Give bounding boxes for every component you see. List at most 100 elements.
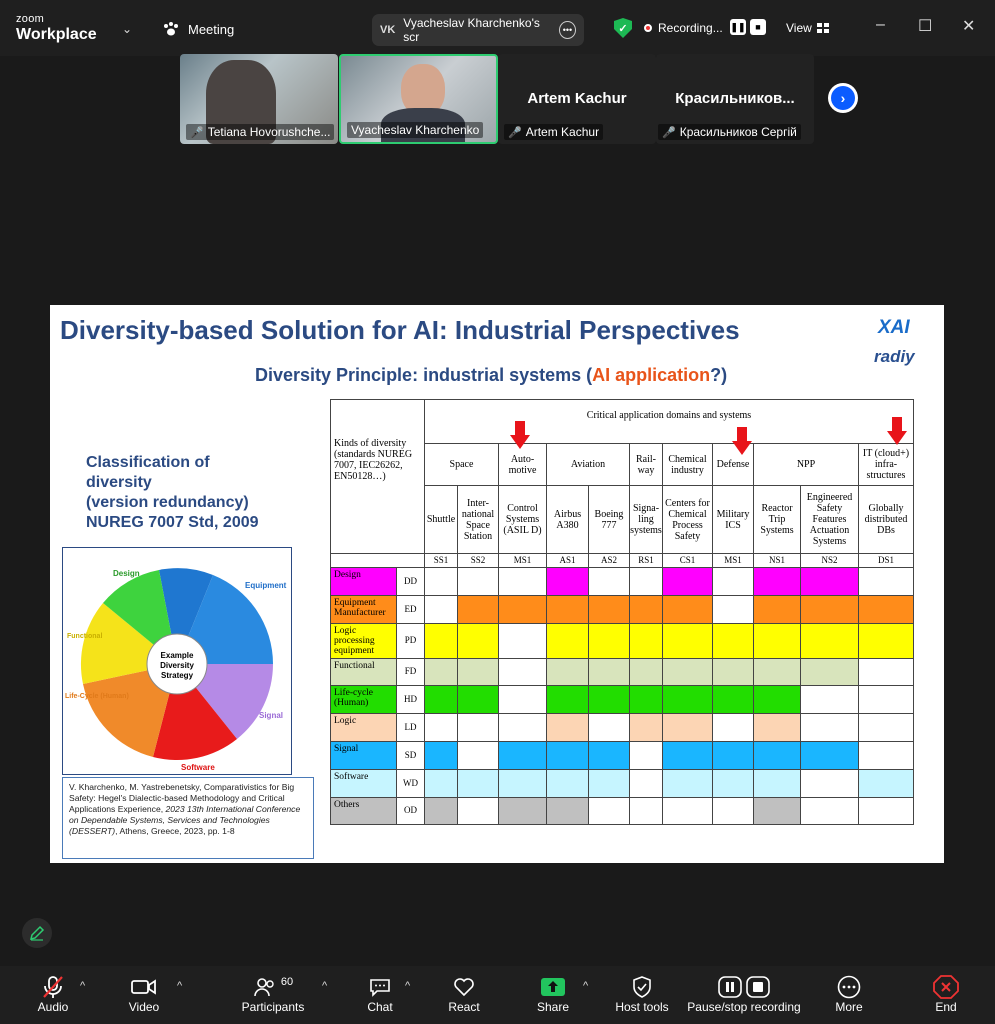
share-options-caret-icon[interactable]: ^	[583, 980, 589, 992]
close-icon[interactable]: ✕	[962, 18, 976, 35]
wheel-center-label: Diversity	[160, 661, 194, 670]
audio-button[interactable]: Audio	[30, 966, 76, 1024]
view-menu[interactable]: View	[786, 21, 829, 35]
domain-header: Rail-way	[629, 443, 663, 486]
video-tile[interactable]: Красильников... 🎤 Красильников Сергій	[656, 54, 814, 144]
system-code: NS1	[753, 553, 801, 568]
matrix-cell	[424, 657, 458, 687]
matrix-cell	[662, 796, 713, 826]
maximize-icon[interactable]: ☐	[918, 18, 933, 35]
wheel-label-signal: Signal	[259, 711, 283, 720]
paw-icon	[164, 22, 178, 36]
matrix-cell	[588, 685, 630, 715]
matrix-cell	[858, 567, 914, 596]
more-icon	[837, 975, 861, 999]
recording-label: Recording...	[658, 21, 723, 35]
matrix-cell	[498, 713, 547, 742]
domain-header: Auto-motive	[498, 443, 547, 486]
diversity-wheel-figure: Example Diversity Strategy Design Equipm…	[62, 547, 292, 775]
matrix-cell	[457, 796, 499, 826]
matrix-cell	[424, 622, 458, 659]
diversity-kind-code: PD	[396, 622, 425, 659]
participants-options-caret-icon[interactable]: ^	[322, 980, 328, 992]
more-button[interactable]: More	[831, 966, 867, 1024]
audio-options-caret-icon[interactable]: ^	[80, 980, 86, 992]
matrix-cell	[800, 594, 859, 624]
app-menu-chevron-icon[interactable]: ⌄	[122, 22, 133, 36]
matrix-cell	[800, 685, 859, 715]
matrix-cell	[753, 713, 801, 742]
matrix-cell	[858, 657, 914, 687]
video-tile[interactable]: 🎤 Tetiana Hovorushche...	[180, 54, 338, 144]
wheel-label-software: Software	[181, 763, 215, 772]
host-tools-button[interactable]: Host tools	[612, 966, 672, 1024]
mic-muted-icon: 🎤	[190, 126, 204, 139]
matrix-cell	[546, 657, 589, 687]
matrix-cell	[629, 768, 663, 798]
participants-icon	[254, 978, 274, 997]
mic-muted-icon: 🎤	[508, 126, 522, 139]
chat-options-caret-icon[interactable]: ^	[405, 980, 411, 992]
matrix-cell	[712, 740, 754, 770]
diversity-kind-label: Others	[330, 796, 397, 826]
matrix-cell	[712, 713, 754, 742]
security-shield-icon[interactable]: ✓	[614, 18, 632, 38]
grid-view-icon	[816, 23, 829, 33]
matrix-cell	[457, 713, 499, 742]
matrix-cell	[588, 567, 630, 596]
participant-body	[381, 108, 465, 142]
participant-name-tag: Vyacheslav Kharchenko	[347, 122, 484, 138]
matrix-cell	[712, 657, 754, 687]
pause-stop-icon	[718, 976, 770, 998]
domain-header: NPP	[753, 443, 859, 486]
wheel-center	[146, 633, 208, 695]
slide-title: Diversity-based Solution for AI: Industr…	[60, 315, 740, 345]
participant-name-tag: 🎤 Красильников Сергій	[658, 124, 801, 140]
minimize-icon[interactable]: –	[876, 16, 885, 33]
matrix-cell	[662, 685, 713, 715]
camera-icon	[131, 979, 156, 995]
domains-header: Critical application domains and systems	[424, 399, 914, 444]
matrix-cell	[858, 622, 914, 659]
system-code: RS1	[629, 553, 663, 568]
system-header: Shuttle	[424, 485, 458, 554]
annotate-pencil-button[interactable]	[22, 918, 52, 948]
video-tile-active-speaker[interactable]: Vyacheslav Kharchenko	[339, 54, 498, 144]
matrix-cell	[498, 685, 547, 715]
video-options-caret-icon[interactable]: ^	[177, 980, 183, 992]
more-options-icon[interactable]: •••	[558, 21, 576, 39]
red-arrow-icon	[887, 417, 907, 445]
matrix-cell	[629, 685, 663, 715]
wheel-label-lifecycle: Life-Cycle (Human)	[65, 693, 129, 700]
matrix-cell	[800, 567, 859, 596]
end-button[interactable]: End	[928, 966, 964, 1024]
system-header: Globally distributed DBs	[858, 485, 914, 554]
video-tile[interactable]: Artem Kachur 🎤 Artem Kachur	[498, 54, 656, 144]
matrix-cell	[629, 713, 663, 742]
participant-silhouette	[206, 60, 276, 144]
matrix-cell	[424, 713, 458, 742]
chat-button[interactable]: Chat	[362, 966, 398, 1024]
matrix-cell	[662, 622, 713, 659]
next-page-button[interactable]: ›	[828, 83, 858, 113]
pause-recording-icon[interactable]: ❚❚	[730, 19, 746, 35]
meeting-menu[interactable]: Meeting	[162, 21, 234, 37]
pause-stop-recording-button[interactable]: Pause/stop recording	[686, 966, 802, 1024]
stop-recording-icon[interactable]: ■	[750, 19, 766, 35]
matrix-cell	[498, 567, 547, 596]
diversity-kind-label: Signal	[330, 740, 397, 770]
system-header: Centers for Chemical Process Safety	[662, 485, 713, 554]
recording-indicator: Recording...	[644, 21, 723, 35]
participants-button[interactable]: 60 Participants	[241, 976, 305, 1014]
matrix-cell	[858, 594, 914, 624]
react-button[interactable]: React	[444, 966, 484, 1024]
matrix-cell	[712, 685, 754, 715]
matrix-cell	[800, 713, 859, 742]
matrix-cell	[662, 657, 713, 687]
screen-share-pill[interactable]: VK Vyacheslav Kharchenko's scr •••	[372, 14, 584, 46]
domain-header: IT (cloud+) infra-structures	[858, 443, 914, 486]
share-button[interactable]: Share	[532, 966, 574, 1024]
video-button[interactable]: Video	[124, 966, 164, 1024]
diversity-kind-label: Logic	[330, 713, 397, 742]
matrix-cell	[858, 740, 914, 770]
